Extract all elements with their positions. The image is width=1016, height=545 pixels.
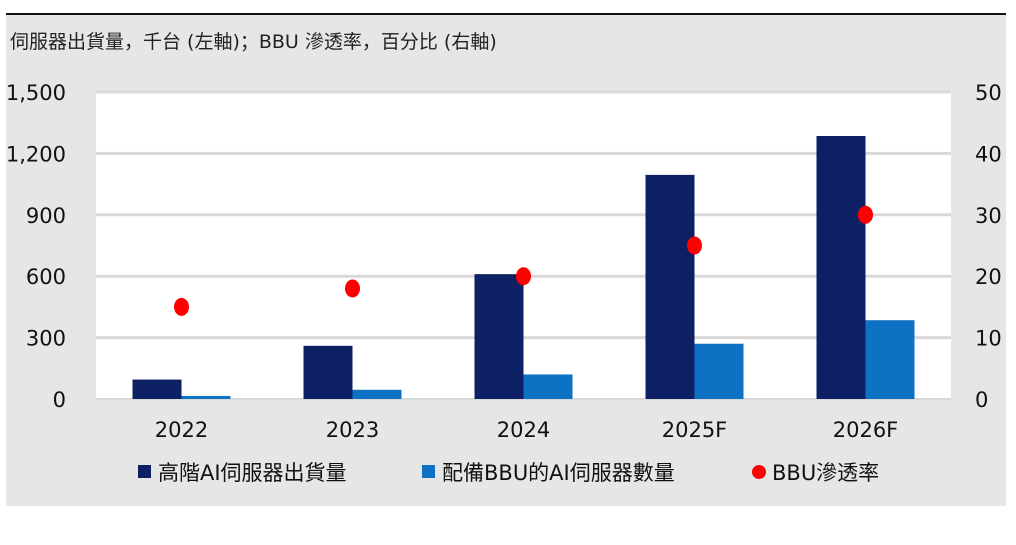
bar-bbu-ai-server xyxy=(865,320,915,399)
x-tick-label: 2023 xyxy=(326,418,379,442)
left-tick-label: 1,200 xyxy=(6,142,66,166)
point-bbu-penetration xyxy=(858,205,873,224)
bar-bbu-ai-server xyxy=(181,395,231,399)
left-tick-label: 900 xyxy=(26,204,66,228)
legend-swatch xyxy=(138,465,151,478)
right-tick-label: 10 xyxy=(975,327,1002,351)
right-tick-label: 50 xyxy=(975,81,1002,105)
top-rule xyxy=(6,13,1006,15)
bar-high-end-ai-server xyxy=(132,379,182,399)
x-tick-label: 2024 xyxy=(497,418,550,442)
x-tick-label: 2022 xyxy=(155,418,208,442)
point-bbu-penetration xyxy=(174,297,189,316)
x-tick-label: 2026F xyxy=(833,418,899,442)
chart-caption: 伺服器出貨量，千台 (左軸)；BBU 滲透率，百分比 (右軸) xyxy=(10,31,497,53)
bar-bbu-ai-server xyxy=(523,374,573,399)
bar-high-end-ai-server xyxy=(303,345,353,399)
bar-bbu-ai-server xyxy=(352,389,402,399)
right-tick-label: 40 xyxy=(975,142,1002,166)
left-tick-label: 1,500 xyxy=(6,81,66,105)
point-bbu-penetration xyxy=(516,267,531,286)
legend-swatch xyxy=(422,465,435,478)
legend-label: 配備BBU的AI伺服器數量 xyxy=(442,461,675,485)
right-tick-label: 20 xyxy=(975,265,1002,289)
right-tick-label: 30 xyxy=(975,204,1002,228)
bar-high-end-ai-server xyxy=(474,274,524,399)
point-bbu-penetration xyxy=(345,279,360,298)
point-bbu-penetration xyxy=(687,236,702,255)
x-tick-label: 2025F xyxy=(662,418,728,442)
left-tick-label: 0 xyxy=(53,388,66,412)
legend-label: BBU滲透率 xyxy=(772,461,879,485)
legend-marker xyxy=(752,465,766,479)
left-tick-label: 600 xyxy=(26,265,66,289)
bar-high-end-ai-server xyxy=(645,174,695,399)
left-tick-label: 300 xyxy=(26,327,66,351)
bar-high-end-ai-server xyxy=(816,136,866,399)
legend-label: 高階AI伺服器出貨量 xyxy=(158,461,347,485)
right-tick-label: 0 xyxy=(975,388,988,412)
bar-bbu-ai-server xyxy=(694,343,744,399)
